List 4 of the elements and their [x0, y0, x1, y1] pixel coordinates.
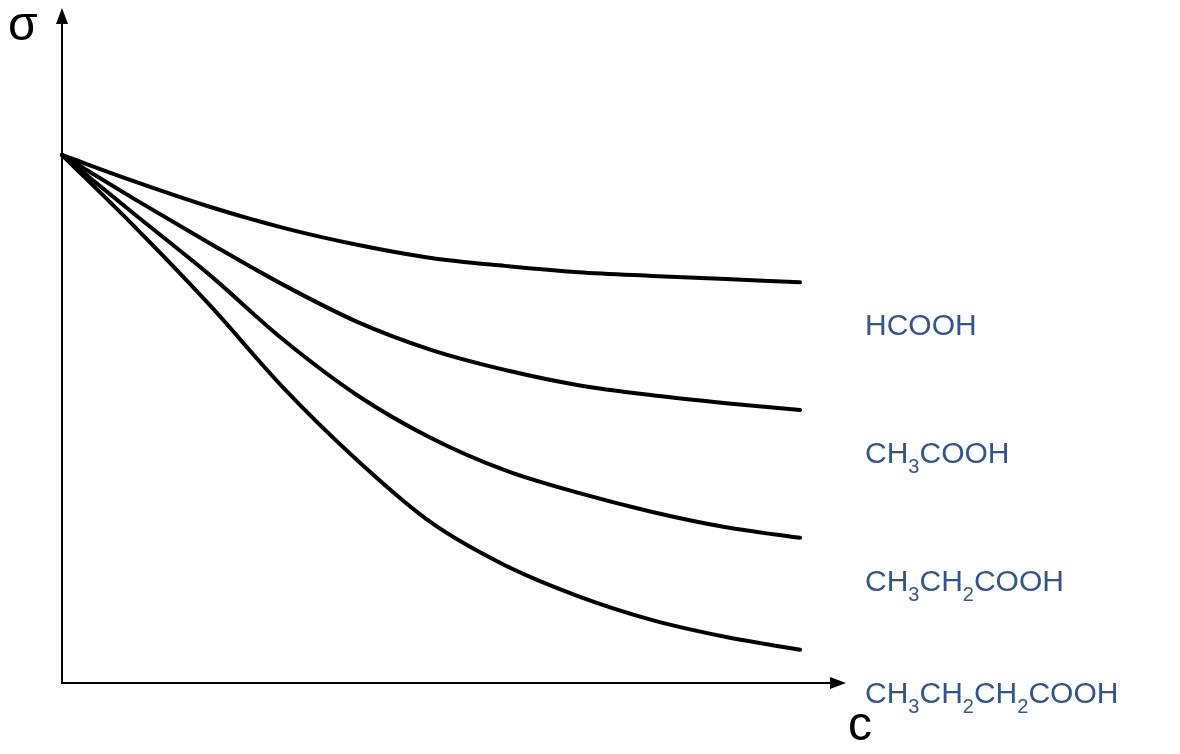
text: CH$_{3}$COOH	[865, 436, 1010, 478]
text: CH$_{3}$CH$_{2}$COOH	[865, 563, 1064, 605]
text: HCOOH	[865, 308, 977, 342]
y-axis-title: σ	[8, 0, 38, 50]
